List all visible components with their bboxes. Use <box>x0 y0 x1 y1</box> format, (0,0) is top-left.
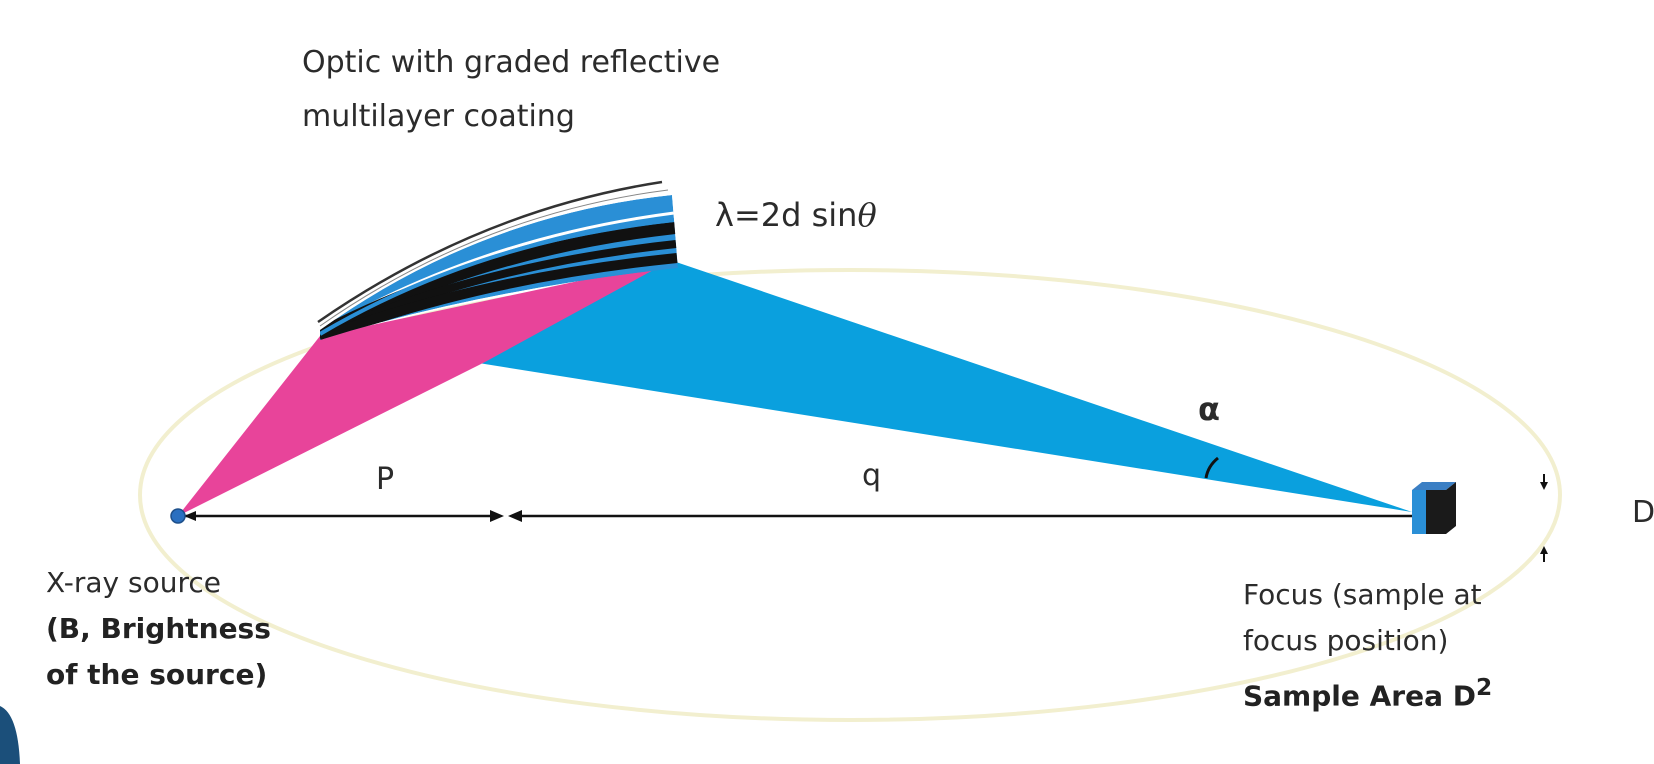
p-left-arrowhead <box>184 511 196 521</box>
reflected-beam <box>322 262 1412 512</box>
focus-label-line-1: Focus (sample at <box>1243 578 1482 611</box>
sample-area-exponent: 2 <box>1475 673 1493 701</box>
q-arrowhead <box>508 510 522 522</box>
sample-area-text: Sample Area D <box>1243 679 1476 713</box>
corner-accent <box>0 706 20 764</box>
d-size-label: D <box>1632 495 1654 530</box>
alpha-arc <box>1204 456 1219 479</box>
xray-source-dot <box>170 508 186 524</box>
optic-label: Optic with graded reflective multilayer … <box>302 36 720 144</box>
formula-theta: θ <box>857 196 877 234</box>
focal-ellipse <box>138 268 1562 722</box>
multilayer-coating <box>320 195 678 340</box>
optic-substrate <box>317 180 663 324</box>
focus-label-line-3: Sample Area D2 <box>1243 664 1492 719</box>
p-distance-label: P <box>376 462 395 497</box>
optic-label-line-1: Optic with graded reflective <box>302 45 721 80</box>
d-bottom-arrow <box>1540 546 1548 554</box>
source-label-line-3: of the source) <box>46 658 268 691</box>
source-label: X-ray source (B, Brightness of the sourc… <box>46 560 271 698</box>
bragg-formula: λ=2d sinθ <box>715 196 877 234</box>
focus-label-line-2: focus position) <box>1243 624 1449 657</box>
optic-substrate-inner <box>319 189 669 327</box>
source-label-line-1: X-ray source <box>46 566 222 599</box>
source-label-line-2: (B, Brightness <box>46 612 271 645</box>
alpha-label: α <box>1198 390 1220 428</box>
q-distance-label: q <box>862 458 882 493</box>
optic-label-line-2: multilayer coating <box>302 99 575 134</box>
formula-text: λ=2d sin <box>715 196 858 234</box>
focus-label: Focus (sample at focus position) Sample … <box>1243 572 1492 719</box>
sample-block <box>1412 482 1456 534</box>
d-top-arrow <box>1540 482 1548 490</box>
p-arrowhead <box>490 510 504 522</box>
incident-beam <box>178 262 668 516</box>
